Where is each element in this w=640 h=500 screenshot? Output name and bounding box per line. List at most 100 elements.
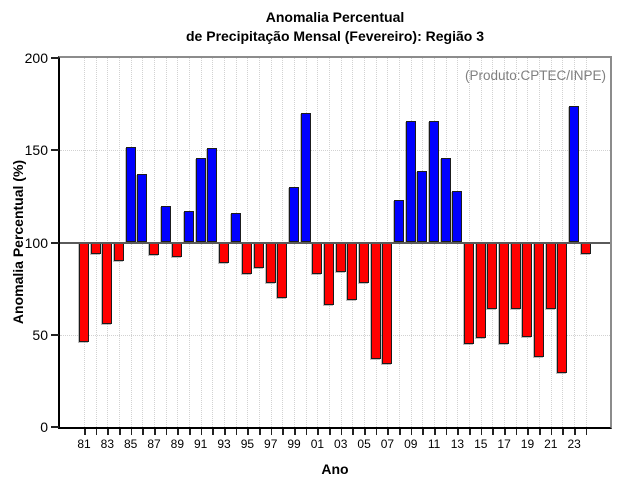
- bar-24: [580, 242, 591, 254]
- x-tick: [119, 429, 121, 435]
- x-tick: [294, 429, 296, 435]
- bar-04: [347, 242, 358, 300]
- x-tick-label: 83: [100, 437, 114, 451]
- bar-05: [359, 242, 370, 284]
- bar-85: [125, 146, 136, 243]
- bar-06: [370, 242, 381, 359]
- x-tick: [539, 429, 541, 435]
- x-tick: [270, 429, 273, 435]
- bar-11: [429, 120, 440, 243]
- x-tick-label: 97: [264, 437, 278, 451]
- bar-81: [79, 242, 89, 343]
- x-tick: [480, 429, 483, 435]
- x-tick: [200, 429, 203, 435]
- x-tick: [527, 429, 529, 435]
- x-tick: [585, 429, 588, 435]
- x-tick: [235, 429, 238, 435]
- horizontal-gridline: [60, 334, 610, 336]
- x-tick: [177, 429, 179, 435]
- bar-19: [522, 242, 533, 337]
- bar-03: [335, 242, 346, 273]
- bar-84: [114, 242, 124, 261]
- x-tick: [247, 429, 249, 435]
- bar-95: [242, 242, 253, 274]
- x-tick-label: 87: [147, 437, 161, 451]
- x-tick: [562, 429, 564, 435]
- bar-22: [557, 242, 568, 374]
- x-tick: [550, 429, 553, 435]
- x-tick: [434, 429, 436, 435]
- bar-12: [440, 157, 451, 243]
- bar-96: [254, 242, 265, 269]
- source-annotation: (Produto:CPTEC/INPE): [464, 68, 606, 83]
- bar-13: [452, 190, 463, 243]
- horizontal-gridline: [60, 150, 610, 152]
- bar-01: [312, 242, 323, 274]
- bar-02: [324, 242, 335, 306]
- x-tick: [504, 429, 506, 435]
- x-tick: [154, 429, 156, 435]
- bar-88: [160, 205, 171, 243]
- x-tick-label: 95: [240, 437, 255, 451]
- bar-92: [207, 148, 218, 243]
- x-tick-label: 07: [380, 437, 395, 451]
- plot-inner: [60, 58, 610, 427]
- y-tick: [51, 241, 59, 244]
- x-tick-label: 21: [544, 437, 558, 451]
- bar-00: [300, 113, 311, 243]
- x-tick: [340, 429, 343, 435]
- bar-82: [90, 242, 101, 254]
- y-tick: [51, 426, 59, 428]
- y-tick-label: 150: [24, 142, 48, 159]
- bar-16: [487, 242, 498, 309]
- bar-83: [102, 242, 113, 324]
- y-tick: [51, 149, 59, 152]
- bar-91: [195, 157, 206, 243]
- x-tick: [574, 429, 576, 435]
- x-tick: [189, 429, 191, 435]
- x-tick-label: 03: [334, 437, 348, 451]
- bar-09: [405, 120, 416, 243]
- x-tick: [84, 429, 86, 435]
- bar-98: [277, 242, 288, 298]
- bar-99: [289, 187, 300, 243]
- bar-10: [417, 170, 428, 243]
- chart-title-line1: Anomalia Percentual: [265, 9, 405, 25]
- x-tick: [329, 429, 331, 435]
- bar-23: [569, 105, 580, 243]
- x-tick: [317, 429, 319, 435]
- x-tick: [95, 429, 98, 435]
- bar-97: [265, 242, 276, 284]
- y-tick: [51, 57, 59, 59]
- x-tick-label: 15: [474, 437, 488, 451]
- bar-94: [230, 212, 241, 243]
- y-tick-label: 100: [24, 234, 48, 251]
- bar-14: [464, 242, 475, 344]
- x-tick-label: 19: [520, 437, 535, 451]
- x-tick-label: 05: [357, 437, 371, 451]
- bar-18: [510, 242, 521, 309]
- x-tick-label: 01: [310, 437, 325, 451]
- bar-93: [219, 242, 230, 263]
- bar-21: [545, 242, 556, 309]
- x-tick: [445, 429, 448, 435]
- x-tick: [212, 429, 214, 435]
- x-tick: [515, 429, 518, 435]
- chart-title-line2: de Precipitação Mensal (Fevereiro): Regi…: [186, 28, 484, 44]
- y-tick-label: 50: [32, 326, 48, 343]
- x-tick: [399, 429, 401, 435]
- bar-90: [184, 211, 195, 243]
- x-tick-label: 99: [287, 437, 301, 451]
- x-tick: [457, 429, 459, 435]
- x-tick: [469, 429, 471, 435]
- x-tick-label: 81: [77, 437, 91, 451]
- x-tick-label: 11: [427, 437, 441, 451]
- x-tick: [282, 429, 284, 435]
- x-tick: [165, 429, 168, 435]
- bar-15: [475, 242, 486, 339]
- x-tick: [422, 429, 424, 435]
- bar-17: [499, 242, 510, 344]
- x-tick: [375, 429, 378, 435]
- plot-area: (Produto:CPTEC/INPE): [58, 56, 612, 429]
